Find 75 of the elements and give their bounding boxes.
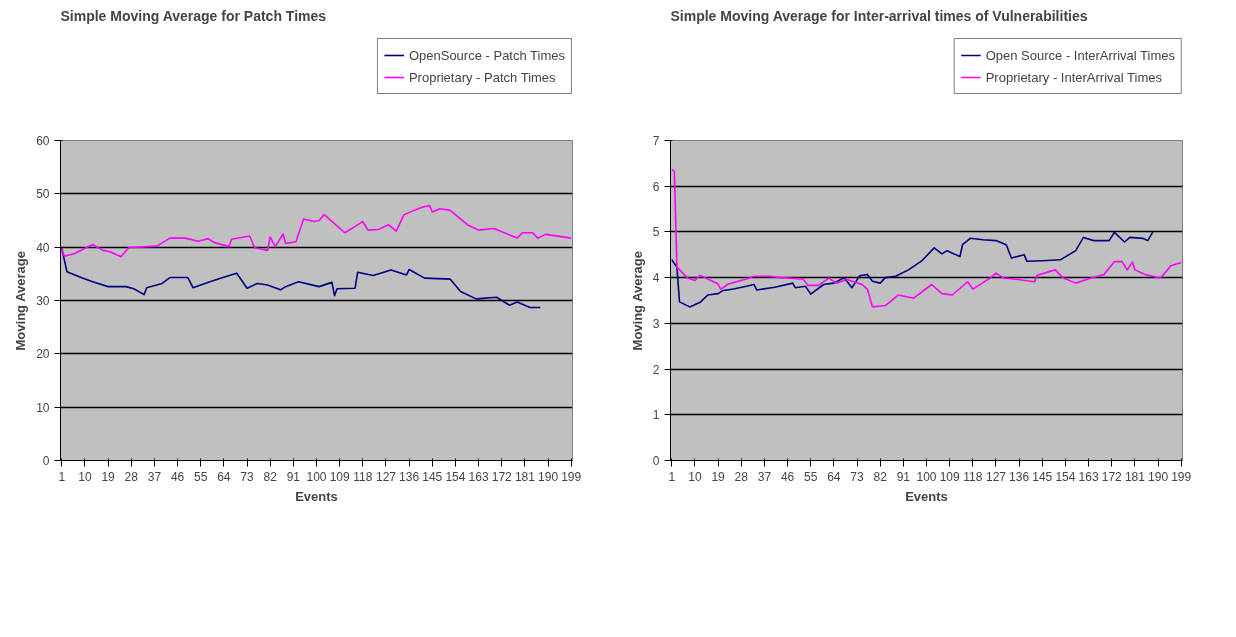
x-tick-label: 1 [58,469,66,484]
x-tick-label: 10 [688,469,702,484]
x-tick-label: 46 [170,469,185,484]
x-tick-label: 109 [329,469,350,484]
x-tick-label: 118 [353,469,373,484]
y-tick-label: 4 [652,271,660,286]
x-tick-label: 19 [711,469,726,484]
y-tick-label: 10 [36,400,50,415]
y-tick-label: 2 [652,362,660,377]
x-tick-label: 28 [124,469,139,484]
legend-label: Open Source - InterArrival Times [985,47,1175,63]
y-tick-label: 5 [652,225,660,240]
x-tick-label: 64 [827,469,841,484]
x-tick-label: 55 [194,469,208,484]
x-tick-label: 64 [217,469,231,484]
y-tick-label: 1 [652,408,660,423]
x-tick-label: 10 [78,469,92,484]
x-tick-label: 37 [147,469,162,484]
chart-title: Simple Moving Average for Patch Times [60,7,327,24]
x-tick-label: 163 [1078,469,1099,484]
x-tick-label: 199 [561,469,582,484]
x-tick-label: 100 [306,469,327,484]
x-tick-label: 118 [963,469,983,484]
y-tick-label: 7 [652,134,660,148]
x-tick-label: 127 [375,469,397,484]
legend-label: Proprietary - Patch Times [408,69,556,85]
y-tick-label: 0 [652,454,660,468]
x-tick-label: 28 [734,469,749,484]
x-tick-label: 172 [1101,469,1123,484]
line-series [60,247,542,309]
y-tick-label: 30 [36,294,50,308]
x-tick-label: 55 [804,469,818,484]
y-tick-label: 0 [42,454,50,468]
x-tick-label: 154 [445,469,466,484]
x-tick-label: 172 [491,469,513,484]
x-tick-label: 145 [1032,469,1053,484]
line-series [60,204,573,258]
legend-label: Proprietary - InterArrival Times [985,69,1162,85]
x-axis-title: Events [295,488,338,504]
x-tick-label: 91 [896,469,911,484]
x-tick-label: 154 [1055,469,1076,484]
x-tick-label: 82 [263,469,278,484]
x-tick-label: 109 [939,469,960,484]
x-tick-label: 73 [240,469,255,484]
line-series [670,231,1154,308]
y-tick-label: 60 [36,134,50,148]
x-axis-title: Events [905,488,948,504]
x-tick-label: 181 [1124,469,1146,484]
x-tick-label: 145 [422,469,443,484]
x-tick-label: 199 [1171,469,1192,484]
y-tick-label: 50 [36,187,50,202]
x-tick-label: 136 [1009,469,1030,484]
x-tick-label: 19 [101,469,116,484]
y-axis-title: Moving Average [629,251,645,351]
x-tick-label: 82 [873,469,888,484]
x-tick-label: 73 [850,469,865,484]
line-series [670,168,1183,308]
x-tick-label: 190 [1148,469,1169,484]
y-tick-label: 20 [36,347,50,362]
x-tick-label: 37 [757,469,772,484]
x-tick-label: 100 [916,469,937,484]
x-tick-label: 181 [514,469,536,484]
x-tick-label: 190 [538,469,559,484]
y-axis-title: Moving Average [13,251,29,351]
legend-label: OpenSource - Patch Times [408,47,565,63]
x-tick-label: 91 [286,469,301,484]
x-tick-label: 46 [780,469,795,484]
y-tick-label: 6 [652,179,660,194]
x-tick-label: 163 [468,469,489,484]
x-tick-label: 136 [399,469,420,484]
chart-title: Simple Moving Average for Inter-arrival times of Vulnerabilities [670,7,1088,24]
x-tick-label: 1 [668,469,676,484]
x-tick-label: 127 [985,469,1007,484]
y-tick-label: 40 [36,240,50,255]
y-tick-label: 3 [652,316,660,331]
